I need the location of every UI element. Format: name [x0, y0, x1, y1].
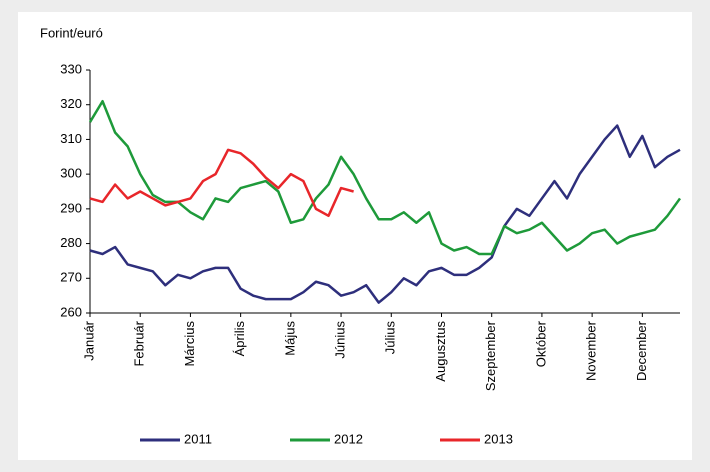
x-tick-label: Július	[383, 321, 398, 355]
series-line	[89, 124, 681, 304]
y-axis-label: Forint/euró	[40, 25, 103, 40]
x-tick-label: Május	[282, 321, 297, 356]
y-tick-label: 310	[60, 131, 82, 146]
chart-area	[18, 12, 692, 460]
x-tick-label: December	[634, 320, 649, 381]
x-tick-label: Február	[132, 320, 147, 366]
series-line	[89, 148, 354, 218]
x-tick-label: Október	[533, 320, 548, 367]
x-tick-label: Augusztus	[433, 321, 448, 382]
y-tick-label: 260	[60, 304, 82, 319]
y-tick-label: 320	[60, 96, 82, 111]
y-tick-label: 290	[60, 200, 82, 215]
legend-label: 2011	[184, 431, 212, 446]
series-line	[88, 99, 682, 256]
x-tick-label: Január	[81, 320, 96, 360]
y-tick-label: 300	[60, 166, 82, 181]
y-tick-label: 280	[60, 235, 82, 250]
x-tick-label: Június	[333, 321, 348, 359]
x-tick-label: Szeptember	[483, 320, 498, 391]
y-tick-label: 330	[60, 61, 82, 76]
legend-label: 2013	[484, 431, 513, 446]
x-tick-label: Április	[232, 321, 247, 357]
legend-label: 2012	[334, 431, 363, 446]
x-tick-label: Március	[182, 321, 197, 367]
x-tick-label: November	[584, 320, 599, 381]
y-tick-label: 270	[60, 270, 82, 285]
